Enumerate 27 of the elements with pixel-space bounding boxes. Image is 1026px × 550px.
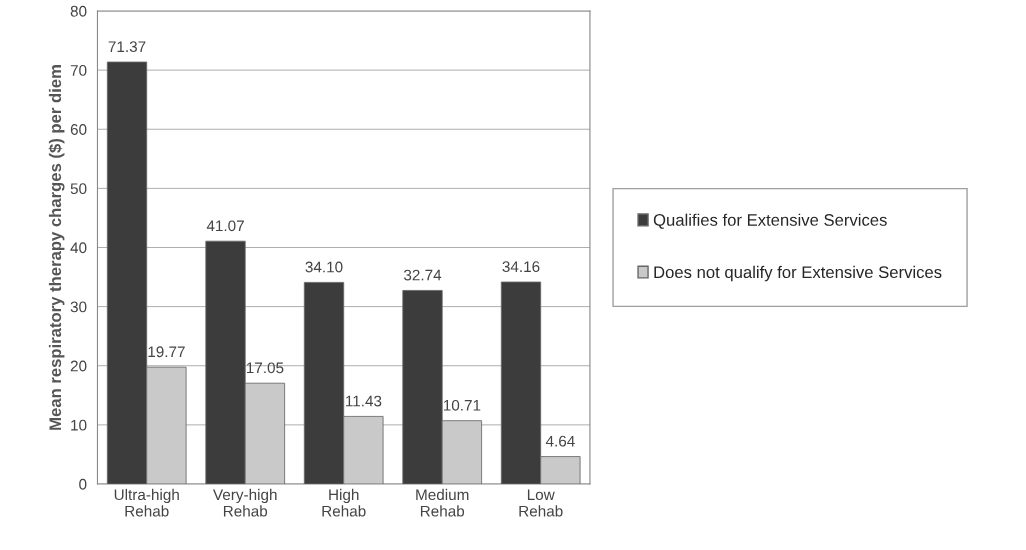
data-label: 19.77 (148, 346, 185, 358)
x-tick-label: Very-high Rehab (213, 488, 277, 517)
y-tick-label: 50 (70, 183, 87, 195)
data-label: 4.64 (545, 435, 575, 447)
data-label: 34.10 (305, 261, 343, 273)
y-axis-title: Mean respiratory therapy charges ($) per diem (48, 65, 65, 430)
data-label: 32.74 (403, 269, 442, 281)
y-tick-label: 40 (70, 242, 87, 254)
x-tick-label: Low Rehab (519, 489, 563, 517)
data-label: 17.05 (246, 362, 284, 374)
data-label: 71.37 (108, 41, 146, 53)
y-tick-label: 70 (70, 64, 87, 76)
legend-label: Qualifies for Extensive Services (653, 213, 887, 229)
data-label: 41.07 (206, 220, 244, 232)
y-tick-label: 60 (70, 124, 87, 135)
data-label: 34.16 (502, 261, 540, 273)
y-tick-label: 30 (70, 301, 87, 313)
y-tick-label: 0 (79, 478, 87, 490)
data-label: 10.71 (443, 399, 481, 411)
data-label: 11.43 (346, 395, 382, 407)
x-tick-label: Medium Rehab (416, 488, 469, 517)
y-tick-label: 20 (70, 360, 87, 372)
x-tick-label: Ultra-high Rehab (114, 488, 179, 517)
legend-label: Does not qualify for Extensive Services (654, 265, 942, 282)
y-tick-label: 80 (70, 5, 87, 17)
y-tick-label: 10 (71, 419, 87, 431)
x-tick-label: High Rehab (322, 488, 366, 517)
